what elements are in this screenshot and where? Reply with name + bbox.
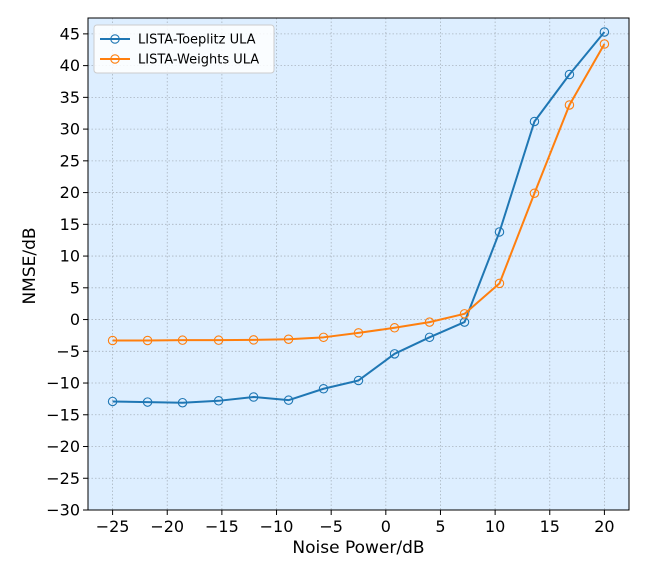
- data-point: [459, 309, 470, 319]
- y-tick-label: −30: [46, 501, 80, 520]
- grid-lines: [88, 18, 629, 511]
- data-point: [213, 396, 224, 406]
- data-point: [599, 27, 610, 37]
- y-tick-label: 35: [60, 88, 80, 107]
- x-tick-label: −5: [319, 517, 343, 536]
- legend-label: LISTA-Toeplitz ULA: [138, 33, 256, 48]
- data-point: [248, 335, 259, 345]
- data-point: [177, 397, 188, 408]
- data-point: [389, 349, 400, 359]
- data-point: [142, 335, 153, 346]
- legend-marker: [110, 34, 120, 44]
- y-tick-label: −5: [56, 342, 80, 361]
- x-axis-label: Noise Power/dB: [292, 538, 424, 558]
- legend-entry: LISTA-Weights ULA: [100, 53, 259, 68]
- data-point: [177, 335, 188, 345]
- data-point: [564, 69, 575, 80]
- x-tick-label: −10: [260, 517, 294, 536]
- data-point: [424, 332, 435, 343]
- data-point: [564, 100, 575, 110]
- data-point: [353, 328, 364, 338]
- data-point: [599, 39, 610, 49]
- data-point: [494, 227, 505, 237]
- series-layer: [107, 27, 610, 408]
- y-tick-label: 20: [60, 183, 80, 202]
- y-tick-label: −10: [46, 374, 80, 393]
- data-point: [283, 395, 294, 405]
- data-point: [213, 335, 224, 345]
- y-tick-label: −20: [46, 437, 80, 456]
- plot-frame: [87, 17, 630, 511]
- data-point: [389, 323, 400, 333]
- data-point: [494, 278, 505, 289]
- x-tick-label: 15: [540, 517, 560, 536]
- data-point: [353, 375, 364, 386]
- y-axis-label: NMSE/dB: [20, 227, 40, 304]
- x-tick-label: 0: [381, 517, 391, 536]
- data-point: [107, 396, 118, 407]
- y-tick-label: 45: [60, 24, 80, 43]
- x-axis: −25 −20 −15 −10 −5 0 5 10 15 20: [96, 510, 615, 536]
- data-point: [318, 383, 329, 394]
- plot-area: [88, 18, 629, 510]
- y-tick-label: 40: [60, 56, 80, 75]
- y-tick-label: 25: [60, 151, 80, 170]
- data-point: [424, 317, 435, 327]
- data-point: [248, 392, 259, 402]
- data-point: [529, 188, 540, 198]
- y-axis: −30 −25 −20 −15 −10 −5 0 5 10 15 20 25 30 35 40 45: [46, 24, 88, 520]
- x-tick-label: 10: [485, 517, 505, 536]
- legend-entry: LISTA-Toeplitz ULA: [100, 33, 256, 48]
- x-tick-label: 5: [435, 517, 445, 536]
- data-point: [142, 397, 153, 407]
- data-point: [529, 116, 540, 127]
- legend: LISTA-Toeplitz ULA LISTA-Weights ULA: [93, 24, 275, 74]
- legend-label: LISTA-Weights ULA: [138, 53, 259, 68]
- x-tick-label: −15: [205, 517, 239, 536]
- data-point: [283, 334, 294, 344]
- y-tick-label: 15: [60, 215, 80, 234]
- series-line: [112, 31, 606, 404]
- legend-box: [93, 24, 275, 74]
- y-tick-label: −25: [46, 469, 80, 488]
- y-tick-label: −15: [46, 405, 80, 424]
- series-line: [112, 43, 606, 342]
- y-tick-label: 0: [70, 310, 80, 329]
- y-tick-label: 5: [70, 278, 80, 297]
- x-tick-label: −25: [96, 517, 130, 536]
- y-tick-label: 30: [60, 120, 80, 139]
- legend-marker: [110, 54, 120, 64]
- x-tick-label: −20: [150, 517, 184, 536]
- y-tick-label: 10: [60, 247, 80, 266]
- data-point: [107, 335, 118, 346]
- x-tick-label: 20: [594, 517, 614, 536]
- data-point: [318, 332, 329, 343]
